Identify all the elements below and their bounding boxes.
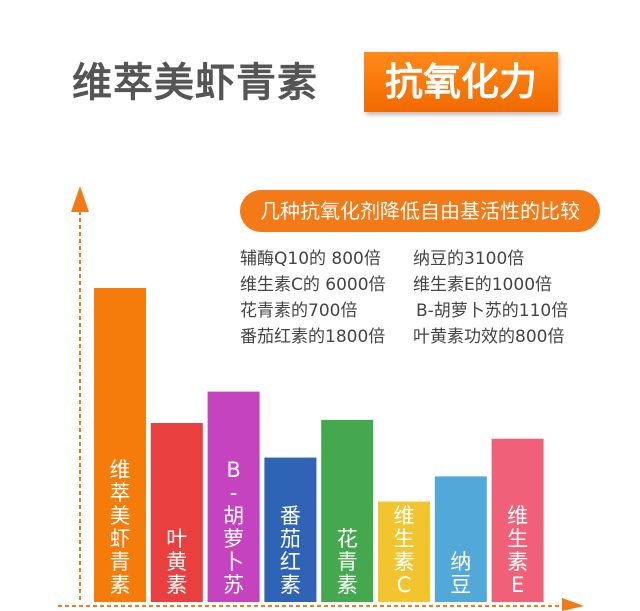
bar: [207, 391, 260, 602]
bar-label: 花青素: [337, 527, 358, 597]
title-badge: 抗氧化力: [364, 52, 558, 112]
fact-item: B-胡萝卜苏的110倍: [416, 301, 569, 321]
fact-item: 叶黄素功效的800倍: [413, 327, 565, 347]
y-axis-arrow: [71, 186, 89, 212]
fact-item: 维生素C的 6000倍: [240, 275, 386, 295]
x-axis-arrow: [562, 598, 584, 611]
bar-label: 维生素 E: [507, 504, 528, 597]
bar-label: 维萃美虾青素: [110, 458, 131, 597]
bar: [378, 501, 430, 602]
bar: [321, 419, 374, 602]
fact-item: 辅酶Q10的 800倍: [240, 249, 381, 269]
bar: [491, 438, 544, 602]
fact-item: 花青素的700倍: [240, 301, 358, 321]
bar-label: 叶黄素: [166, 527, 187, 597]
bar: [264, 457, 317, 602]
comparison-heading: 几种抗氧化剂降低自由基活性的比较: [240, 190, 600, 232]
fact-item: 纳豆的3100倍: [413, 249, 525, 269]
fact-item: 番茄红素的1800倍: [240, 327, 386, 347]
fact-item: 维生素E的1000倍: [413, 275, 553, 295]
bar-label: 纳豆: [450, 550, 471, 597]
bar-label: 番茄红素: [280, 504, 301, 597]
bar: [150, 423, 203, 602]
bar-label: 维生素 C: [394, 504, 415, 597]
bar-label: B -胡萝卜苏: [223, 458, 244, 597]
page-title: 维萃美虾青素: [72, 60, 318, 106]
bar: [94, 288, 146, 602]
bar: [434, 476, 487, 602]
